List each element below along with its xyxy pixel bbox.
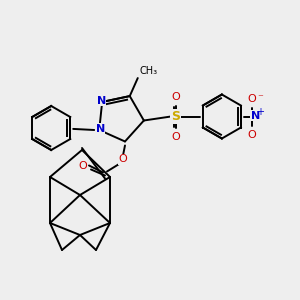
- Text: O: O: [172, 92, 180, 101]
- Text: O: O: [248, 94, 256, 103]
- Text: ⁻: ⁻: [257, 94, 263, 103]
- Text: S: S: [171, 110, 180, 123]
- Text: N: N: [96, 124, 105, 134]
- Text: O: O: [172, 131, 180, 142]
- Text: N: N: [97, 96, 106, 106]
- Text: +: +: [256, 106, 264, 116]
- Text: CH₃: CH₃: [140, 66, 158, 76]
- Text: O: O: [118, 154, 127, 164]
- Text: O: O: [248, 130, 256, 140]
- Text: O: O: [78, 161, 87, 172]
- Text: N: N: [251, 110, 260, 121]
